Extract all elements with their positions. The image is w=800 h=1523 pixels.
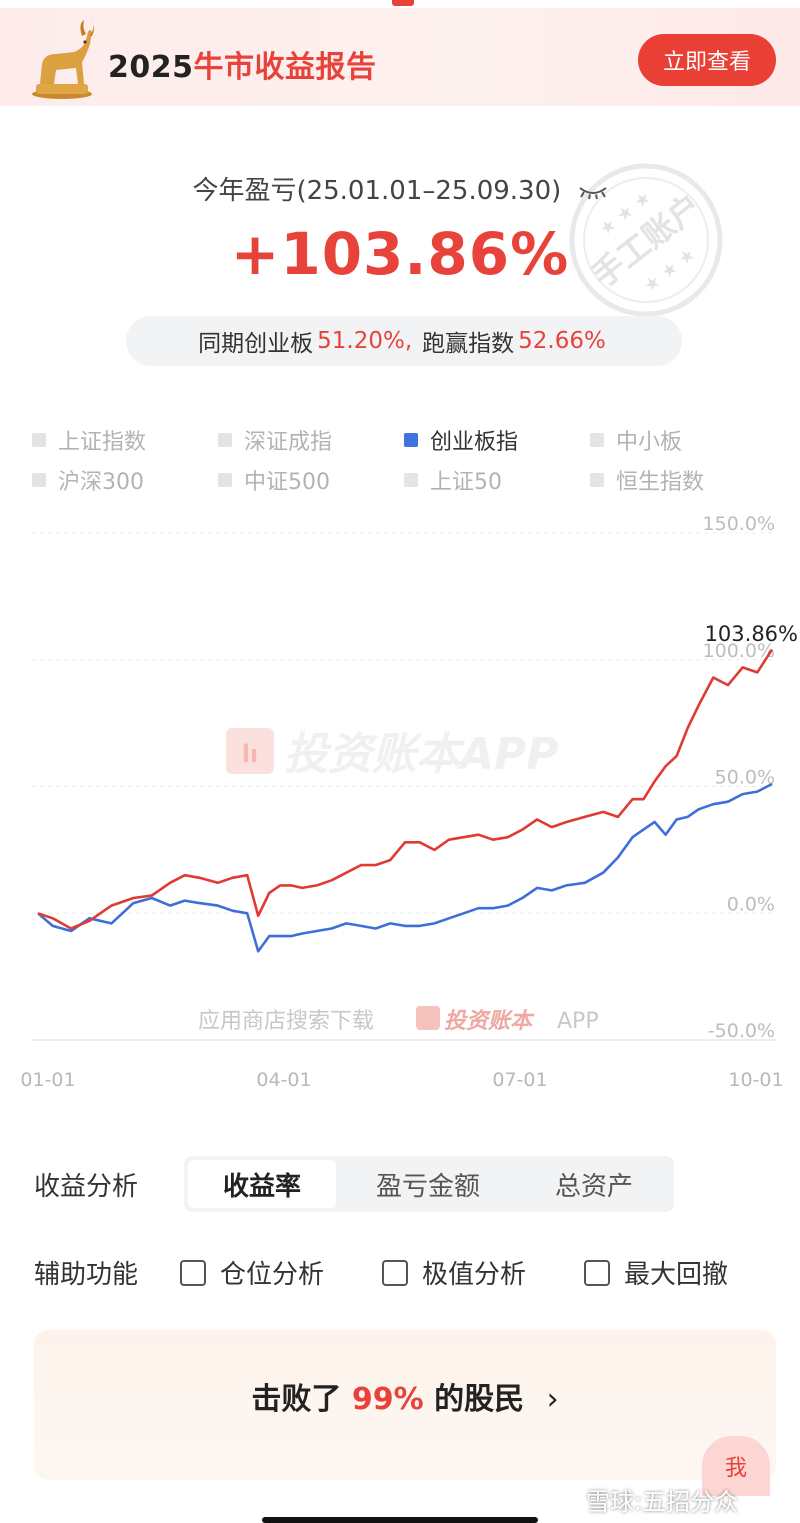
eye-closed-icon[interactable]: [578, 184, 608, 200]
pnl-period-label: 今年盈亏(25.01.01–25.09.30): [0, 170, 800, 207]
watermark-sub-prefix: 应用商店搜索下载: [198, 1009, 374, 1034]
chevron-right-icon: ›: [546, 1382, 559, 1417]
watermark-sub-brand: 投资账本: [444, 1009, 535, 1034]
end-value-label: 103.86%: [705, 622, 798, 646]
benchmark-compare: 同期创业板 51.20%, 跑赢指数 52.66%: [126, 316, 682, 366]
legend-swatch: [590, 433, 604, 447]
analysis-label: 收益分析: [34, 1172, 139, 1202]
legend-item-csi300[interactable]: 沪深300: [32, 464, 144, 496]
y-tick-label: -50.0%: [708, 1020, 775, 1042]
aux-label: 辅助功能: [34, 1260, 139, 1290]
view-now-button[interactable]: 立即查看: [638, 34, 776, 86]
promo-banner[interactable]: 2025牛市收益报告 立即查看: [0, 8, 800, 106]
checkbox-box[interactable]: [584, 1259, 610, 1286]
svg-text:lı: lı: [242, 740, 258, 768]
tab-pnl-amount[interactable]: 盈亏金额: [375, 1171, 480, 1202]
banner-title: 2025牛市收益报告: [108, 50, 377, 85]
return-chart[interactable]: lı 投资账本APP 应用商店搜索下载 投资账本 APP 150.0% 100.0…: [0, 500, 800, 1100]
chart-watermark: lı 投资账本APP 应用商店搜索下载 投资账本 APP: [198, 728, 599, 1034]
legend-swatch: [590, 473, 604, 487]
y-tick-label: 150.0%: [703, 513, 775, 535]
legend-swatch: [218, 433, 232, 447]
y-tick-label: 100.0%: [703, 640, 775, 662]
portfolio-series-line: [37, 648, 774, 930]
checkbox-box[interactable]: [180, 1259, 206, 1286]
top-indicator: [392, 0, 414, 6]
x-tick-label: 01-01: [20, 1069, 75, 1091]
legend-item-sh-index[interactable]: 上证指数: [32, 424, 146, 456]
x-tick-label: 10-01: [728, 1069, 783, 1091]
tab-return-rate[interactable]: 收益率: [188, 1160, 336, 1208]
extreme-analysis-checkbox[interactable]: 极值分析: [382, 1254, 526, 1291]
legend-item-sse50[interactable]: 上证50: [404, 464, 502, 496]
watermark-main: 投资账本APP: [284, 729, 559, 780]
manual-account-stamp: 手工账户 ★ ★ ★ ★ ★ ★: [569, 163, 723, 317]
x-tick-label: 07-01: [492, 1069, 547, 1091]
legend-item-csi500[interactable]: 中证500: [218, 464, 330, 496]
legend-item-sz-index[interactable]: 深证成指: [218, 424, 332, 456]
legend-swatch: [32, 433, 46, 447]
home-indicator[interactable]: [262, 1517, 538, 1523]
beat-investors-card[interactable]: 击败了 99% 的股民 ›: [34, 1330, 776, 1480]
legend-swatch: [32, 473, 46, 487]
checkbox-box[interactable]: [382, 1259, 408, 1286]
legend-swatch: [404, 433, 418, 447]
beat-text: 击败了 99% 的股民 ›: [251, 1382, 559, 1417]
bull-icon: [32, 20, 94, 99]
max-drawdown-checkbox[interactable]: 最大回撤: [584, 1254, 728, 1291]
position-analysis-checkbox[interactable]: 仓位分析: [180, 1254, 324, 1291]
pnl-percentage: +103.86%: [230, 220, 570, 288]
y-tick-label: 50.0%: [715, 767, 775, 789]
analysis-tabs: 收益率 盈亏金额 总资产: [184, 1156, 674, 1212]
legend-item-sme[interactable]: 中小板: [590, 424, 682, 456]
legend-item-chinext[interactable]: 创业板指: [404, 424, 518, 456]
legend-item-hsi[interactable]: 恒生指数: [590, 464, 704, 496]
benchmark-series-line: [37, 782, 773, 953]
y-tick-label: 0.0%: [727, 893, 775, 915]
tab-total-assets[interactable]: 总资产: [554, 1171, 633, 1202]
x-tick-label: 04-01: [256, 1069, 311, 1091]
me-button[interactable]: 我: [702, 1436, 770, 1496]
legend-swatch: [404, 473, 418, 487]
footer-watermark: 雪球:五招分众: [586, 1488, 739, 1516]
watermark-sub-suffix: APP: [557, 1009, 599, 1034]
legend-swatch: [218, 473, 232, 487]
